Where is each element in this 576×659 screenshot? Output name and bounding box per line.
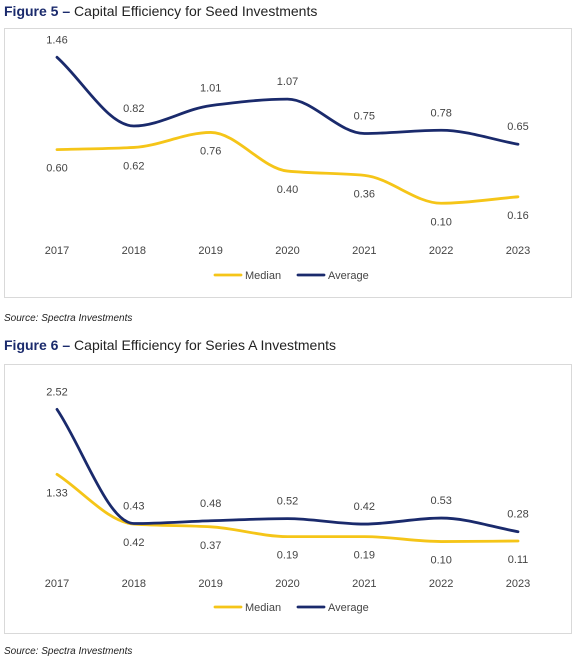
data-label-median: 0.60 xyxy=(46,163,67,175)
x-tick-label: 2020 xyxy=(275,245,299,257)
data-label-average: 0.42 xyxy=(354,501,375,513)
data-label-average: 0.53 xyxy=(430,495,451,507)
data-label-median: 0.19 xyxy=(354,550,375,562)
data-label-average: 0.28 xyxy=(507,509,528,521)
figure-6-dash: – xyxy=(62,337,71,353)
data-label-median: 0.40 xyxy=(277,184,298,196)
figure-6-chart-panel: 1.33 0.42 0.37 0.19 0.19 0.10 0.11 2.52 0.43 0.48… xyxy=(4,364,572,634)
x-tick-label: 2023 xyxy=(506,578,530,590)
data-label-average: 0.75 xyxy=(354,111,375,123)
x-tick-label: 2021 xyxy=(352,578,376,590)
data-label-average: 0.65 xyxy=(507,121,528,133)
data-label-median: 0.42 xyxy=(123,537,144,549)
x-tick-label: 2020 xyxy=(275,578,299,590)
figure-6-title-text: Capital Efficiency for Series A Investme… xyxy=(74,337,337,353)
x-tick-label: 2017 xyxy=(45,245,69,257)
legend-label-median: Median xyxy=(245,270,281,282)
figure-5-dash: – xyxy=(62,3,71,19)
series-line-median xyxy=(55,131,520,205)
data-label-average: 1.01 xyxy=(200,83,221,95)
x-tick-label: 2017 xyxy=(45,578,69,590)
data-label-median: 0.62 xyxy=(123,160,144,172)
figure-5-title-text: Capital Efficiency for Seed Investments xyxy=(74,3,318,19)
figure-6-chart: 1.33 0.42 0.37 0.19 0.19 0.10 0.11 2.52 0.43 0.48… xyxy=(45,386,530,614)
x-tick-label: 2019 xyxy=(198,245,222,257)
x-tick-label: 2022 xyxy=(429,245,453,257)
figure-5-chart-panel: 0.60 0.62 0.76 0.40 0.36 0.10 0.16 1.46 0.82 1.01… xyxy=(4,28,572,298)
data-label-average: 0.43 xyxy=(123,501,144,513)
figure-6-label: Figure 6 xyxy=(4,337,59,353)
figure-5-chart: 0.60 0.62 0.76 0.40 0.36 0.10 0.16 1.46 0.82 1.01… xyxy=(45,34,530,282)
x-tick-label: 2019 xyxy=(198,578,222,590)
data-label-median: 0.76 xyxy=(200,145,221,157)
data-label-median: 0.37 xyxy=(200,540,221,552)
data-label-average: 0.78 xyxy=(430,107,451,119)
legend-label-average: Average xyxy=(328,270,369,282)
figure-5-source: Source: Spectra Investments xyxy=(4,313,133,324)
x-tick-label: 2021 xyxy=(352,245,376,257)
data-label-median: 0.16 xyxy=(507,210,528,222)
data-label-average: 1.07 xyxy=(277,76,298,88)
data-label-average: 0.48 xyxy=(200,498,221,510)
x-tick-label: 2022 xyxy=(429,578,453,590)
x-tick-label: 2018 xyxy=(122,578,146,590)
data-label-average: 2.52 xyxy=(46,386,67,398)
series-line-average xyxy=(55,407,520,534)
x-tick-label: 2018 xyxy=(122,245,146,257)
data-label-average: 0.52 xyxy=(277,496,298,508)
figure-5-label: Figure 5 xyxy=(4,3,59,19)
figure-6-source: Source: Spectra Investments xyxy=(4,646,133,657)
figure-6-title: Figure 6 – Capital Efficiency for Series… xyxy=(4,337,336,353)
data-label-average: 0.82 xyxy=(123,103,144,115)
series-line-average xyxy=(55,55,520,146)
data-label-median: 1.33 xyxy=(46,487,67,499)
legend-label-median: Median xyxy=(245,602,281,614)
legend-label-average: Average xyxy=(328,602,369,614)
x-tick-label: 2023 xyxy=(506,245,530,257)
data-label-median: 0.19 xyxy=(277,550,298,562)
figure-5-title: Figure 5 – Capital Efficiency for Seed I… xyxy=(4,3,317,19)
data-label-median: 0.36 xyxy=(354,188,375,200)
data-label-average: 1.46 xyxy=(46,34,67,46)
data-label-median: 0.10 xyxy=(430,555,451,567)
data-label-median: 0.10 xyxy=(430,216,451,228)
data-label-median: 0.11 xyxy=(508,554,529,566)
